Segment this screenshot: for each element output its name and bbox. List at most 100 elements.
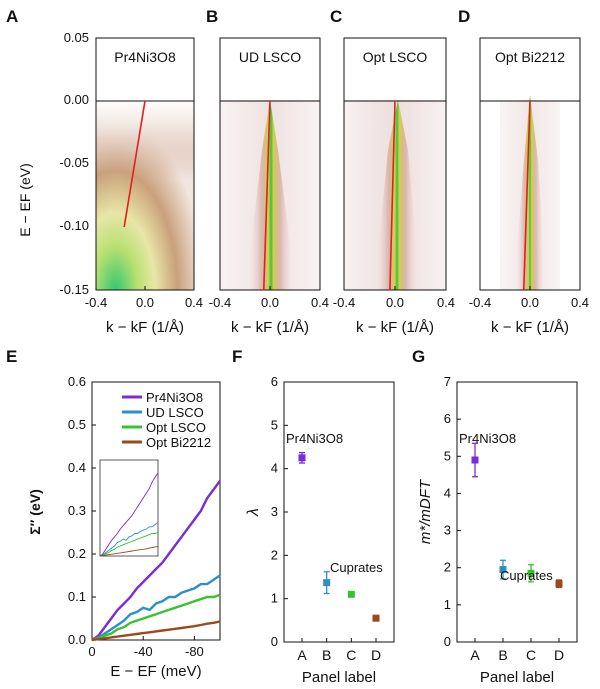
panel-title: Opt Bi2212: [495, 49, 565, 65]
xtick-label: C: [526, 647, 536, 663]
xtick-label: 0.4: [185, 295, 203, 310]
xtick-label: -80: [185, 644, 204, 659]
ytick-label: 6: [444, 411, 451, 426]
lambda-panel: λ Panel label: [245, 381, 395, 686]
ytick-label: 0.2: [68, 546, 86, 561]
xtick-label: B: [322, 647, 331, 663]
xtick-label: -0.4: [469, 295, 491, 310]
panel-title: Pr4Ni3O8: [114, 49, 176, 65]
xlabel: k − kF (1/Å): [231, 319, 309, 336]
inset-box: [99, 459, 159, 557]
ytick-label: -0.05: [59, 155, 89, 170]
mass-ratio-panel: m*/mDFT Panel label: [417, 381, 578, 686]
xtick-label: -0.4: [333, 295, 355, 310]
xtick-label: D: [554, 647, 564, 663]
ylabel-g: m*/mDFT: [417, 478, 434, 544]
ytick-label: 4: [444, 485, 451, 500]
ytick-label: 2: [444, 560, 451, 575]
ytick-label: 4: [271, 461, 278, 476]
series-line: [91, 593, 221, 642]
series-line: [91, 574, 221, 642]
xtick-label: A: [297, 647, 307, 663]
ytick-label: 0.1: [68, 589, 86, 604]
inset-series-line: [99, 472, 159, 557]
legend-label: Opt LSCO: [146, 420, 206, 435]
dispersion-fit-line: [123, 100, 146, 228]
xlabel-f: Panel label: [302, 669, 376, 686]
panel-letter-f: F: [232, 347, 242, 366]
ytick-label: 0.0: [68, 632, 86, 647]
yticks-a: 0.05 0.00 -0.05 -0.10 -0.15: [59, 30, 89, 297]
arpes-panel-a: [95, 37, 195, 291]
xlabel: k − kF (1/Å): [356, 319, 434, 336]
series-line: [91, 620, 221, 642]
panel-letter-c: C: [330, 7, 342, 26]
xlabel-g: Panel label: [480, 669, 554, 686]
data-point: [372, 614, 380, 622]
inset-series-line: [99, 545, 159, 557]
xtick-label: 0.0: [136, 295, 154, 310]
inset-series-line: [99, 531, 159, 557]
xtick-label: -40: [134, 644, 153, 659]
xtick-label: B: [498, 647, 507, 663]
ytick-label: 7: [444, 374, 451, 389]
panel-title: UD LSCO: [239, 49, 301, 65]
panel-letter-b: B: [206, 7, 218, 26]
ytick-label: 6: [271, 374, 278, 389]
ytick-label: 0.6: [68, 374, 86, 389]
data-point: [323, 579, 331, 587]
ytick-label: 0.00: [64, 92, 89, 107]
data-point: [298, 454, 306, 462]
xtick-label: 0: [88, 644, 95, 659]
legend-label: Pr4Ni3O8: [146, 390, 203, 405]
ylabel-a: E − EF (eV): [17, 163, 33, 237]
inset-series-line: [99, 521, 159, 557]
ytick-label: 3: [444, 523, 451, 538]
arpes-panel-b: [219, 37, 321, 291]
annotation: Pr4Ni3O8: [459, 431, 516, 446]
legend-label: UD LSCO: [146, 405, 204, 420]
xtick-label: D: [371, 647, 381, 663]
xtick-label: 0.4: [437, 295, 455, 310]
xtick-label: -0.4: [85, 295, 107, 310]
arpes-panel-c: [343, 37, 447, 291]
annotation: Cuprates: [500, 568, 553, 583]
xlabel-e: E − EF (meV): [110, 663, 201, 680]
annotation: Pr4Ni3O8: [286, 431, 343, 446]
ytick-label: 0: [444, 634, 451, 649]
dispersion-fit-line: [389, 100, 396, 291]
ytick-label: 0.3: [68, 503, 86, 518]
ytick-label: 2: [271, 547, 278, 562]
data-point: [471, 456, 479, 464]
ytick-label: 0.5: [68, 417, 86, 432]
ytick-label: 3: [271, 504, 278, 519]
data-point: [527, 569, 535, 577]
legend-label: Opt Bi2212: [146, 435, 211, 450]
ytick-label: 0.4: [68, 460, 86, 475]
ytick-label: 1: [271, 591, 278, 606]
xtick-label: 0.0: [386, 295, 404, 310]
ytick-label: -0.10: [59, 218, 89, 233]
ylabel-e: Σ″ (eV): [27, 489, 43, 534]
xtick-label: A: [470, 647, 480, 663]
data-point: [555, 580, 563, 588]
ytick-label: 0.05: [64, 30, 89, 45]
panel-letter-e: E: [6, 347, 17, 366]
xtick-label: 0.0: [261, 295, 279, 310]
data-point: [347, 590, 355, 598]
data-point: [499, 566, 507, 574]
annotation: Cuprates: [330, 560, 383, 575]
self-energy-panel: Σ″ (eV) E − EF (meV): [27, 381, 221, 680]
xtick-label: 0.4: [311, 295, 329, 310]
xtick-label: 0.4: [571, 295, 589, 310]
dispersion-fit-line: [522, 100, 531, 291]
panel-letter-g: G: [412, 347, 425, 366]
xlabel: k − kF (1/Å): [106, 319, 184, 336]
panel-letter-a: A: [6, 7, 18, 26]
panel-title: Opt LSCO: [363, 49, 428, 65]
xtick-label: -0.4: [209, 295, 231, 310]
dispersion-fit-line: [262, 100, 271, 291]
ylabel-f: λ: [245, 508, 262, 517]
ytick-label: 0: [271, 634, 278, 649]
